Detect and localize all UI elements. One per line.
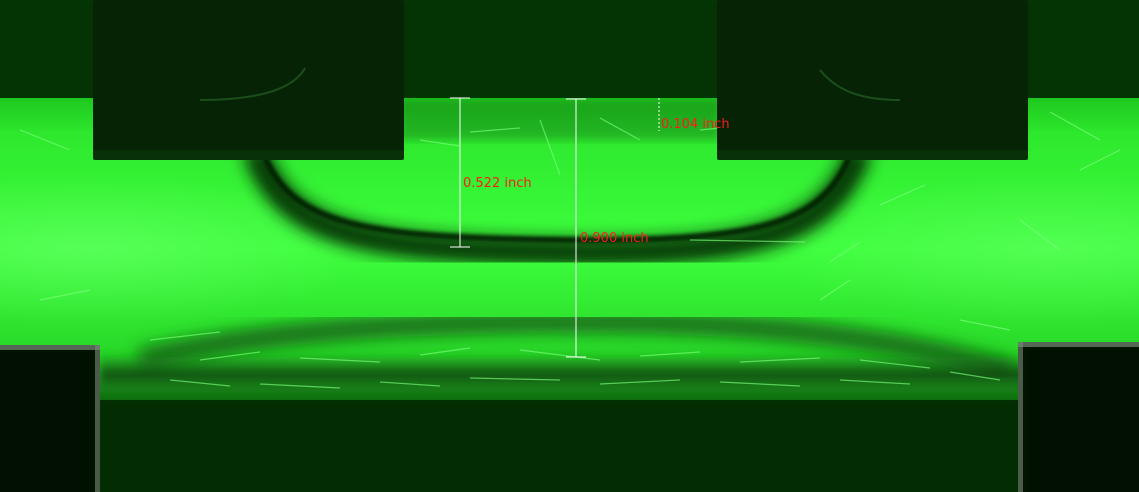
top-left-block bbox=[93, 0, 404, 160]
fiber-debris bbox=[19, 111, 1121, 389]
top-right-block bbox=[717, 0, 1028, 160]
upper-meniscus bbox=[242, 145, 873, 266]
measure-bar-channel-height bbox=[566, 98, 586, 358]
measure-label-channel-height: 0.900 inch bbox=[580, 231, 649, 246]
measure-label-meniscus-depth: 0.522 inch bbox=[463, 176, 532, 191]
measure-bar-meniscus-depth bbox=[450, 97, 470, 248]
lower-meniscus bbox=[137, 310, 1014, 383]
measure-label-gap-top: 0.104 inch bbox=[661, 117, 730, 132]
